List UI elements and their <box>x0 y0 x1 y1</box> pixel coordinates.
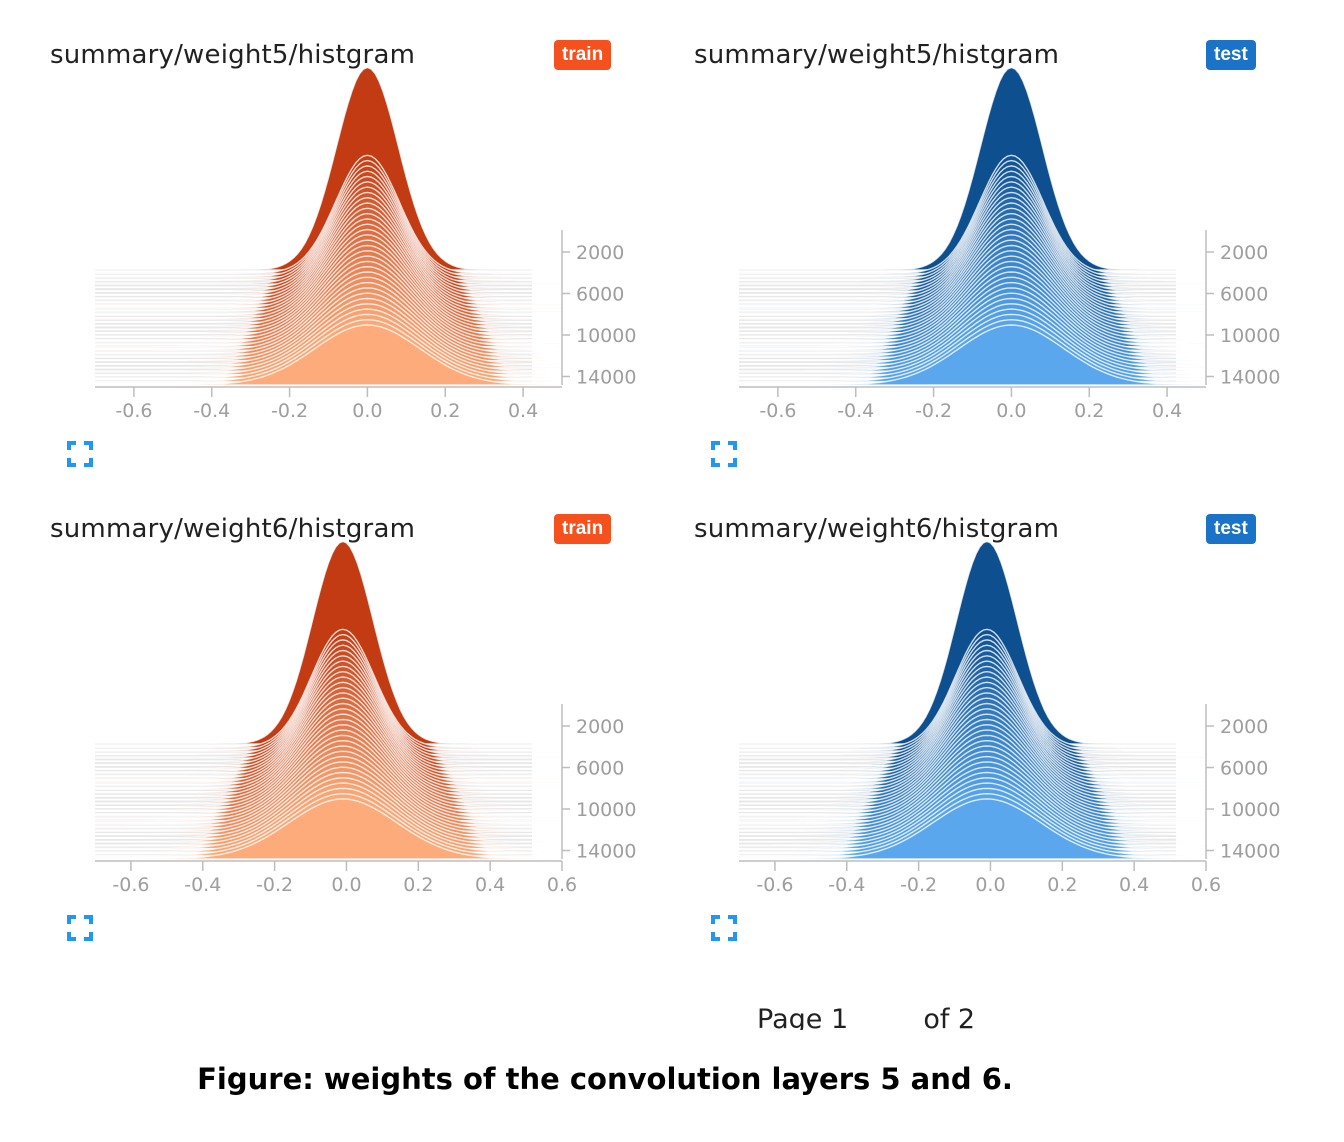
histogram-chart[interactable]: -0.6 -0.4 -0.2 0.0 0.2 0.4 0.6 2000 6000 10000 140… <box>50 540 636 899</box>
x-tick-label: -0.4 <box>828 874 865 896</box>
y-tick-label: 10000 <box>1220 799 1280 821</box>
y-tick-label: 6000 <box>576 284 624 306</box>
y-tick-label: 2000 <box>1220 716 1268 738</box>
histogram-chart[interactable]: -0.6 -0.4 -0.2 0.0 0.2 0.4 0.6 2000 6000 10000 140… <box>694 540 1280 899</box>
x-tick-label: 0.0 <box>352 400 382 422</box>
x-tick-label: 0.2 <box>403 874 433 896</box>
x-tick-label: -0.4 <box>184 874 221 896</box>
card-title: summary/weight5/histgram <box>50 40 416 70</box>
y-tick-label: 6000 <box>1220 284 1268 306</box>
x-tick-label: 0.4 <box>475 874 505 896</box>
card-title: summary/weight6/histgram <box>694 514 1060 544</box>
run-badge: train <box>554 514 612 544</box>
card-title: summary/weight5/histgram <box>694 40 1060 70</box>
fullscreen-icon[interactable] <box>67 915 93 941</box>
histogram-svg: -0.6 -0.4 -0.2 0.0 0.2 0.4 0.6 2000 6000 10000 140… <box>94 540 636 896</box>
histogram-ridge <box>95 324 563 386</box>
x-tick-label: -0.2 <box>256 874 293 896</box>
x-tick-label: 0.2 <box>1074 400 1104 422</box>
y-tick-label: 2000 <box>576 716 624 738</box>
x-tick-label: 0.0 <box>975 874 1005 896</box>
histogram-ridge <box>95 798 562 860</box>
x-tick-label: 0.0 <box>331 874 361 896</box>
y-tick-label: 10000 <box>576 325 636 347</box>
x-tick-label: 0.4 <box>508 400 538 422</box>
x-tick-label: -0.4 <box>837 400 874 422</box>
histogram-ridge <box>739 798 1206 860</box>
page-label: Page 1 <box>757 1004 849 1030</box>
x-tick-label: -0.2 <box>915 400 952 422</box>
y-tick-label: 14000 <box>1220 841 1280 863</box>
y-tick-label: 10000 <box>1220 325 1280 347</box>
histogram-card: summary/weight5/histgram train -0.6 -0.4-… <box>50 40 650 500</box>
fullscreen-icon[interactable] <box>711 915 737 941</box>
y-tick-label: 14000 <box>576 841 636 863</box>
run-badge: train <box>554 40 612 70</box>
x-tick-label: -0.6 <box>115 400 152 422</box>
x-tick-label: -0.6 <box>112 874 149 896</box>
x-tick-label: 0.4 <box>1119 874 1149 896</box>
x-tick-label: 0.0 <box>996 400 1026 422</box>
histogram-card: summary/weight5/histgram test -0.6 -0.4 -0… <box>694 40 1294 500</box>
histogram-card: summary/weight6/histgram test -0.6 -0.4 -0… <box>694 514 1294 974</box>
histogram-ridge <box>738 165 1207 282</box>
y-tick-label: 10000 <box>576 799 636 821</box>
x-tick-label: -0.2 <box>271 400 308 422</box>
figure-caption: Figure: weights of the convolution layer… <box>197 1062 1013 1096</box>
histogram-card: summary/weight6/histgram train -0.6 -0.4-… <box>50 514 650 974</box>
histogram-ridge <box>94 165 563 282</box>
x-tick-label: -0.4 <box>193 400 230 422</box>
histogram-ridge <box>739 324 1207 386</box>
x-tick-label: -0.6 <box>756 874 793 896</box>
page-total-label: of 2 <box>923 1004 976 1030</box>
fullscreen-icon[interactable] <box>711 441 737 467</box>
x-tick-label: 0.2 <box>1047 874 1077 896</box>
histogram-chart[interactable]: -0.6 -0.4 -0.2 0.0 0.2 0.4 2000 6000 10000 14000 <box>50 66 636 425</box>
run-badge: test <box>1206 40 1256 70</box>
x-tick-label: -0.6 <box>759 400 796 422</box>
y-tick-label: 6000 <box>1220 758 1268 780</box>
y-tick-label: 2000 <box>576 242 624 264</box>
x-tick-label: 0.4 <box>1152 400 1182 422</box>
histogram-svg: -0.6 -0.4 -0.2 0.0 0.2 0.4 2000 6000 10000 14000 <box>94 66 636 422</box>
histogram-svg: -0.6 -0.4 -0.2 0.0 0.2 0.4 0.6 2000 6000 10000 140… <box>738 540 1280 896</box>
histogram-chart[interactable]: -0.6 -0.4 -0.2 0.0 0.2 0.4 2000 6000 10000 14000 <box>694 66 1280 425</box>
pager: Page 1 of 2 <box>757 1004 975 1030</box>
y-tick-label: 2000 <box>1220 242 1268 264</box>
run-badge: test <box>1206 514 1256 544</box>
y-tick-label: 14000 <box>1220 367 1280 389</box>
fullscreen-icon[interactable] <box>67 441 93 467</box>
x-tick-label: 0.2 <box>430 400 460 422</box>
card-title: summary/weight6/histgram <box>50 514 416 544</box>
histogram-svg: -0.6 -0.4 -0.2 0.0 0.2 0.4 2000 6000 10000 14000 <box>738 66 1280 422</box>
x-tick-label: 0.6 <box>547 874 577 896</box>
y-tick-label: 14000 <box>576 367 636 389</box>
x-tick-label: -0.2 <box>900 874 937 896</box>
y-tick-label: 6000 <box>576 758 624 780</box>
x-tick-label: 0.6 <box>1191 874 1221 896</box>
